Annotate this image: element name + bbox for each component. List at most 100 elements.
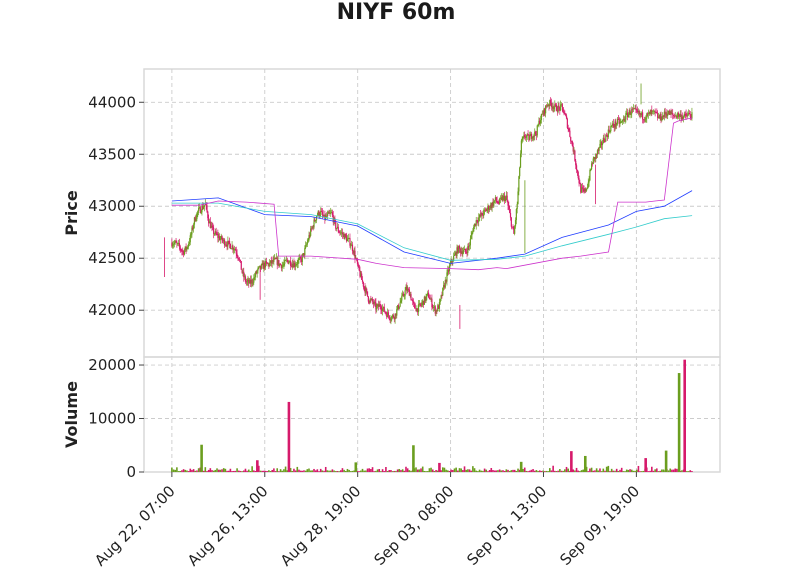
candle-body-up: [681, 116, 683, 120]
candle-body-up: [320, 210, 322, 216]
candle-body-up: [494, 197, 497, 201]
candle-body-up: [438, 301, 441, 309]
candle-body-down: [379, 304, 381, 307]
candle-body-down: [565, 115, 568, 119]
volume-bar-down: [523, 467, 526, 472]
candle-body-up: [172, 244, 174, 247]
volume-bar-down: [435, 470, 437, 472]
candle-body-down: [507, 201, 509, 206]
candle-body-up: [687, 114, 689, 117]
candle-body-up: [502, 196, 504, 201]
volume-bar-down: [512, 469, 514, 472]
candle-body-up: [274, 258, 276, 259]
candle-body-down: [550, 100, 552, 103]
candle-body-down: [265, 261, 267, 263]
volume-bar-up: [343, 469, 345, 472]
candle-body-down: [276, 257, 278, 265]
candle-body-up: [483, 210, 485, 216]
volume-bar-down: [463, 466, 466, 472]
candle-body-up: [422, 300, 424, 303]
candle-body-down: [490, 204, 492, 209]
candle-body-up: [360, 273, 362, 277]
candle-body-up: [346, 238, 349, 242]
candle-body-up: [260, 264, 262, 269]
candle-body-up: [293, 263, 295, 268]
candle-body-up: [646, 113, 648, 119]
candle-body-up: [244, 276, 246, 278]
candle-body-up: [554, 104, 556, 108]
volume-bar-up: [549, 468, 551, 472]
volume-bar-down: [278, 471, 280, 472]
candle-body-up: [418, 303, 420, 305]
candle-body-down: [636, 110, 639, 113]
volume-bar-up: [610, 468, 613, 472]
candle-body-down: [314, 219, 316, 222]
volume-tick-label: 0: [126, 463, 136, 481]
candle-body-up: [514, 226, 516, 234]
candle-body-up: [439, 299, 441, 302]
candle-body-up: [557, 105, 559, 112]
candle-body-down: [413, 303, 415, 305]
volume-bar-down: [341, 468, 344, 472]
candle-body-up: [271, 260, 273, 264]
candle-body-up: [529, 136, 531, 141]
candle-body-up: [540, 113, 543, 121]
candle-body-up: [516, 203, 518, 210]
volume-bar-up: [283, 469, 285, 472]
candle-body-down: [346, 236, 348, 242]
candle-body-down: [501, 197, 503, 201]
volume-spike-down: [256, 460, 259, 472]
candle-body-down: [371, 298, 374, 302]
volume-bar-up: [472, 466, 474, 472]
volume-tick-label: 20000: [88, 356, 136, 374]
candle-body-up: [447, 269, 449, 273]
candle-body-down: [255, 272, 257, 274]
volume-bar-up: [600, 471, 603, 472]
candle-body-up: [437, 305, 439, 312]
candle-body-down: [320, 210, 323, 212]
candle-body-down: [381, 309, 383, 312]
candle-body-down: [199, 207, 201, 213]
candle-body-down: [202, 206, 204, 209]
candle-body-up: [543, 108, 545, 115]
candle-body-up: [628, 110, 630, 114]
candle-body-down: [555, 104, 558, 111]
candle-body-down: [445, 279, 447, 282]
candle-body-down: [221, 236, 223, 241]
candle-body-up: [641, 112, 643, 116]
candle-body-up: [462, 252, 464, 255]
candle-body-up: [341, 232, 343, 234]
volume-bar-up: [522, 468, 524, 472]
candle-body-up: [471, 232, 473, 236]
price-tick-label: 43000: [88, 197, 136, 215]
price-tick-label: 43500: [88, 145, 136, 163]
candle-body-down: [392, 315, 395, 318]
candle-body-down: [412, 300, 414, 302]
volume-bar-down: [550, 470, 553, 472]
volume-bar-up: [241, 471, 243, 472]
volume-bar-up: [346, 468, 349, 472]
candle-body-down: [380, 306, 382, 310]
candle-body-up: [674, 115, 676, 117]
candle-body-down: [555, 104, 557, 106]
volume-bar-down: [689, 470, 692, 472]
candle-body-up: [315, 216, 318, 221]
volume-bar-up: [473, 468, 476, 472]
volume-bar-up: [353, 470, 355, 472]
candle-body-down: [606, 135, 608, 136]
candle-body-up: [540, 120, 542, 124]
candle-body-down: [216, 234, 218, 235]
vwap-line: [171, 117, 693, 271]
volume-bar-up: [632, 470, 635, 472]
volume-bar-down: [316, 469, 319, 472]
candle-body-down: [222, 240, 224, 242]
volume-bar-down: [199, 467, 202, 472]
candle-body-up: [560, 104, 562, 111]
candle-body-up: [188, 242, 191, 244]
volume-bar-down: [674, 468, 677, 472]
candle-body-down: [268, 263, 270, 267]
volume-bar-down: [323, 470, 325, 472]
volume-bar-down: [239, 470, 242, 472]
volume-bar-up: [624, 471, 626, 472]
